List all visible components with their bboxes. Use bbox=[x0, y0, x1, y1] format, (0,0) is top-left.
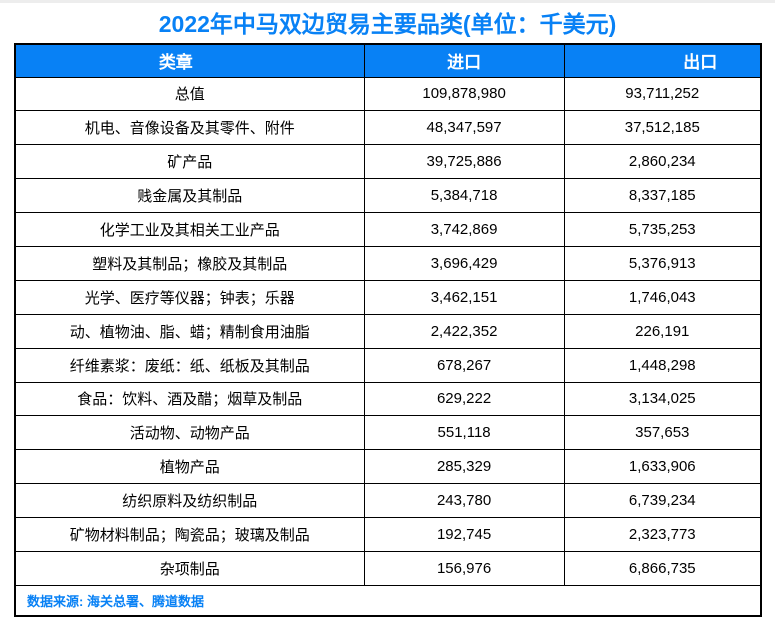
table-row: 动、植物油、脂、蜡；精制食用油脂 2,422,352 226,191 bbox=[14, 313, 762, 349]
table-header-row: 类章 进口 出口 bbox=[14, 43, 762, 78]
column-header-export: 出口 bbox=[563, 43, 762, 78]
table-row: 纺织原料及纺织制品 243,780 6,739,234 bbox=[14, 483, 762, 519]
category-cell: 杂项制品 bbox=[14, 550, 365, 586]
import-value-cell: 5,384,718 bbox=[363, 178, 565, 214]
import-value-cell: 629,222 bbox=[363, 381, 565, 417]
export-value-cell: 2,323,773 bbox=[563, 517, 762, 552]
column-header-import-label: 进口 bbox=[447, 53, 482, 73]
category-cell: 贱金属及其制品 bbox=[14, 178, 365, 214]
category-cell: 化学工业及其相关工业产品 bbox=[14, 212, 365, 247]
table-row: 杂项制品 156,976 6,866,735 bbox=[14, 550, 762, 586]
column-header-category-label: 类章 bbox=[158, 53, 193, 73]
export-value-cell: 6,866,735 bbox=[563, 550, 762, 586]
page-title: 2022年中马双边贸易主要品类(单位：千美元) bbox=[158, 11, 617, 37]
import-value-cell: 109,878,980 bbox=[363, 76, 565, 112]
export-value-cell: 357,653 bbox=[563, 415, 762, 451]
export-value-cell: 226,191 bbox=[563, 313, 762, 349]
table-row: 总值 109,878,980 93,711,252 bbox=[14, 76, 762, 112]
trade-table: 类章 进口 出口 总值 109,878,980 93,711,252 机电、音像… bbox=[14, 43, 762, 618]
table-row: 机电、音像设备及其零件、附件 48,347,597 37,512,185 bbox=[14, 110, 762, 146]
table-row: 纤维素浆：废纸：纸、纸板及其制品 678,267 1,448,298 bbox=[14, 347, 762, 383]
table-row: 贱金属及其制品 5,384,718 8,337,185 bbox=[14, 178, 762, 214]
export-value-cell: 1,746,043 bbox=[563, 279, 762, 315]
import-value-cell: 39,725,886 bbox=[363, 144, 565, 180]
page-top-strip bbox=[0, 0, 775, 3]
import-value-cell: 3,696,429 bbox=[363, 245, 565, 281]
import-value-cell: 3,742,869 bbox=[363, 212, 565, 247]
export-value-cell: 1,448,298 bbox=[563, 347, 762, 383]
table-row: 活动物、动物产品 551,118 357,653 bbox=[14, 415, 762, 451]
category-cell: 食品：饮料、酒及醋；烟草及制品 bbox=[14, 381, 365, 417]
category-cell: 活动物、动物产品 bbox=[14, 415, 365, 451]
export-value-cell: 93,711,252 bbox=[563, 76, 762, 112]
import-value-cell: 2,422,352 bbox=[363, 313, 565, 349]
import-value-cell: 48,347,597 bbox=[363, 110, 565, 146]
column-header-export-label: 出口 bbox=[683, 53, 718, 73]
category-cell: 光学、医疗等仪器；钟表；乐器 bbox=[14, 279, 365, 315]
table-row: 矿物材料制品；陶瓷品；玻璃及制品 192,745 2,323,773 bbox=[14, 517, 762, 552]
export-value-cell: 2,860,234 bbox=[563, 144, 762, 180]
table-row: 光学、医疗等仪器；钟表；乐器 3,462,151 1,746,043 bbox=[14, 279, 762, 315]
import-value-cell: 678,267 bbox=[363, 347, 565, 383]
category-cell: 纺织原料及纺织制品 bbox=[14, 483, 365, 519]
category-cell: 矿产品 bbox=[14, 144, 365, 180]
export-value-cell: 5,735,253 bbox=[563, 212, 762, 247]
import-value-cell: 3,462,151 bbox=[363, 279, 565, 315]
category-cell: 纤维素浆：废纸：纸、纸板及其制品 bbox=[14, 347, 365, 383]
category-cell: 动、植物油、脂、蜡；精制食用油脂 bbox=[14, 313, 365, 349]
category-cell: 总值 bbox=[14, 76, 365, 112]
import-value-cell: 285,329 bbox=[363, 449, 565, 485]
table-row: 矿产品 39,725,886 2,860,234 bbox=[14, 144, 762, 180]
export-value-cell: 1,633,906 bbox=[563, 449, 762, 485]
import-value-cell: 156,976 bbox=[363, 550, 565, 586]
category-cell: 塑料及其制品；橡胶及其制品 bbox=[14, 245, 365, 281]
category-cell: 矿物材料制品；陶瓷品；玻璃及制品 bbox=[14, 517, 365, 552]
export-value-cell: 3,134,025 bbox=[563, 381, 762, 417]
category-cell: 植物产品 bbox=[14, 449, 365, 485]
table-footer-row: 数据来源: 海关总署、腾道数据 bbox=[14, 584, 762, 617]
import-value-cell: 551,118 bbox=[363, 415, 565, 451]
import-value-cell: 243,780 bbox=[363, 483, 565, 519]
table-row: 植物产品 285,329 1,633,906 bbox=[14, 449, 762, 485]
table-row: 食品：饮料、酒及醋；烟草及制品 629,222 3,134,025 bbox=[14, 381, 762, 417]
import-value-cell: 192,745 bbox=[363, 517, 565, 552]
export-value-cell: 5,376,913 bbox=[563, 245, 762, 281]
export-value-cell: 8,337,185 bbox=[563, 178, 762, 214]
table-row: 化学工业及其相关工业产品 3,742,869 5,735,253 bbox=[14, 212, 762, 247]
column-header-category: 类章 bbox=[14, 43, 365, 78]
table-row: 塑料及其制品；橡胶及其制品 3,696,429 5,376,913 bbox=[14, 245, 762, 281]
export-value-cell: 6,739,234 bbox=[563, 483, 762, 519]
column-header-import: 进口 bbox=[363, 43, 565, 78]
category-cell: 机电、音像设备及其零件、附件 bbox=[14, 110, 365, 146]
export-value-cell: 37,512,185 bbox=[563, 110, 762, 146]
data-source-note: 数据来源: 海关总署、腾道数据 bbox=[14, 584, 762, 617]
